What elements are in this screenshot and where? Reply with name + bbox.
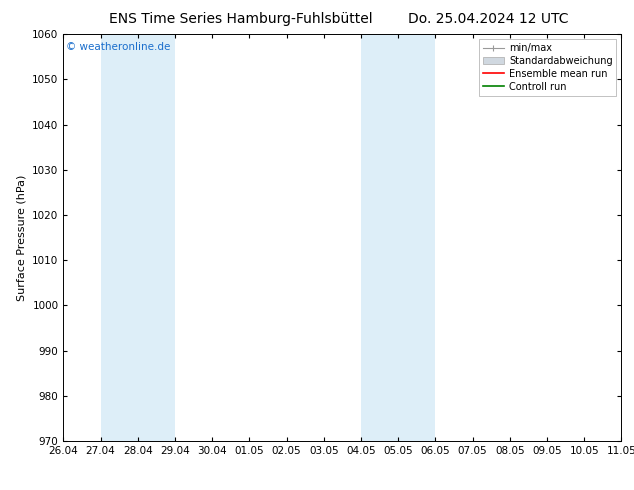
Y-axis label: Surface Pressure (hPa): Surface Pressure (hPa) — [16, 174, 27, 301]
Text: Do. 25.04.2024 12 UTC: Do. 25.04.2024 12 UTC — [408, 12, 569, 26]
Text: © weatheronline.de: © weatheronline.de — [66, 43, 171, 52]
Bar — [101, 34, 138, 441]
Title: ENS Time Series Hamburg-Fuhlsbüttel     Do. 25.04.2024 12 UTC: ENS Time Series Hamburg-Fuhlsbüttel Do. … — [0, 489, 1, 490]
Bar — [138, 34, 175, 441]
Legend: min/max, Standardabweichung, Ensemble mean run, Controll run: min/max, Standardabweichung, Ensemble me… — [479, 39, 616, 96]
Bar — [398, 34, 436, 441]
Bar — [621, 34, 634, 441]
Bar — [361, 34, 398, 441]
Text: ENS Time Series Hamburg-Fuhlsbüttel: ENS Time Series Hamburg-Fuhlsbüttel — [109, 12, 373, 26]
